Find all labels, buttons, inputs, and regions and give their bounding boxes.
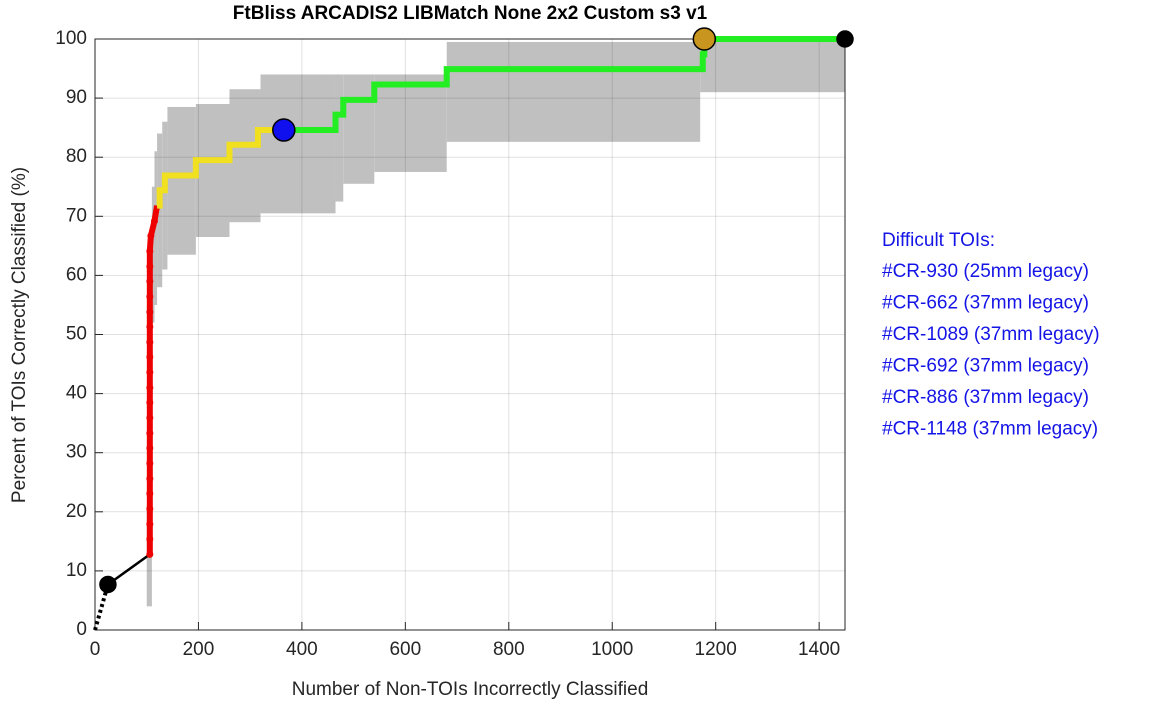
x-axis-label: Number of Non-TOIs Incorrectly Classifie… xyxy=(292,679,649,700)
series-line xyxy=(93,583,110,631)
series-marker xyxy=(146,384,154,392)
annotation-title: Difficult TOIs: xyxy=(882,230,995,251)
series-line xyxy=(283,36,845,134)
y-tick-label: 100 xyxy=(55,28,87,49)
series-marker xyxy=(146,520,154,528)
confidence-band xyxy=(229,89,261,223)
x-tick-label: 1000 xyxy=(591,639,633,660)
x-tick-label: 600 xyxy=(389,639,421,660)
confidence-band xyxy=(260,74,336,214)
series-marker xyxy=(146,414,154,422)
confidence-band xyxy=(700,39,845,93)
x-tick-label: 0 xyxy=(90,639,101,660)
annotation-item: #CR-692 (37mm legacy) xyxy=(882,356,1089,377)
plot-frame xyxy=(94,38,846,631)
series-marker xyxy=(146,353,154,361)
series-marker xyxy=(146,475,154,483)
confidence-band xyxy=(446,41,701,142)
series-line xyxy=(151,205,161,222)
highlight-point xyxy=(272,118,296,142)
annotation-item: #CR-1148 (37mm legacy) xyxy=(882,419,1098,440)
y-axis-label: Percent of TOIs Correctly Classified (%) xyxy=(9,167,30,503)
highlight-point xyxy=(99,575,117,594)
x-tick-label: 800 xyxy=(493,639,525,660)
series-marker xyxy=(146,550,154,558)
confidence-band xyxy=(335,74,344,202)
confidence-band xyxy=(374,74,447,172)
series-marker xyxy=(146,368,154,376)
series-marker xyxy=(146,459,154,467)
series-marker xyxy=(146,535,154,543)
series-marker xyxy=(146,277,154,285)
y-tick-label: 90 xyxy=(66,87,87,108)
y-tick-label: 60 xyxy=(66,264,87,285)
annotation-item: #CR-930 (25mm legacy) xyxy=(882,261,1089,282)
y-tick-label: 0 xyxy=(76,619,87,640)
confidence-band xyxy=(157,133,163,288)
annotation-item: #CR-1089 (37mm legacy) xyxy=(882,324,1100,345)
x-tick-label: 1400 xyxy=(798,639,840,660)
series-marker xyxy=(146,398,154,406)
series-marker xyxy=(146,323,154,331)
y-tick-label: 50 xyxy=(66,324,87,345)
y-tick-label: 40 xyxy=(66,383,87,404)
confidence-band xyxy=(162,121,168,270)
series-marker xyxy=(146,308,154,316)
series-marker xyxy=(146,489,154,497)
chart-title: FtBliss ARCADIS2 LIBMatch None 2x2 Custo… xyxy=(233,3,708,24)
confidence-band xyxy=(195,104,230,237)
y-tick-label: 30 xyxy=(66,442,87,463)
annotation-item: #CR-886 (37mm legacy) xyxy=(882,387,1089,408)
highlight-point xyxy=(692,27,717,51)
series-marker xyxy=(146,247,154,255)
x-tick-label: 200 xyxy=(183,639,215,660)
confidence-band xyxy=(151,186,155,323)
x-tick-label: 1200 xyxy=(695,639,737,660)
series-marker xyxy=(146,444,154,452)
x-tick-label: 400 xyxy=(286,639,318,660)
series-marker xyxy=(146,505,154,513)
series-marker xyxy=(147,232,155,240)
y-tick-label: 10 xyxy=(66,560,87,581)
highlight-point xyxy=(836,30,854,48)
y-tick-label: 70 xyxy=(66,205,87,226)
annotation-item: #CR-662 (37mm legacy) xyxy=(882,293,1089,314)
confidence-band xyxy=(167,106,196,255)
series-marker xyxy=(146,338,154,346)
series-marker xyxy=(146,263,154,271)
series-marker xyxy=(146,293,154,301)
series-line xyxy=(156,127,284,209)
series-marker xyxy=(146,429,154,437)
confidence-band xyxy=(343,74,375,184)
y-tick-label: 20 xyxy=(66,501,87,522)
y-tick-label: 80 xyxy=(66,146,87,167)
